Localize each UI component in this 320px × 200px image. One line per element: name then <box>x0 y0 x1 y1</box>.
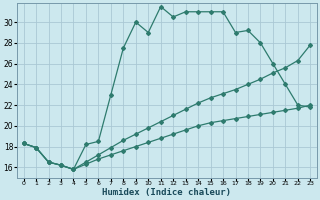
X-axis label: Humidex (Indice chaleur): Humidex (Indice chaleur) <box>102 188 231 197</box>
